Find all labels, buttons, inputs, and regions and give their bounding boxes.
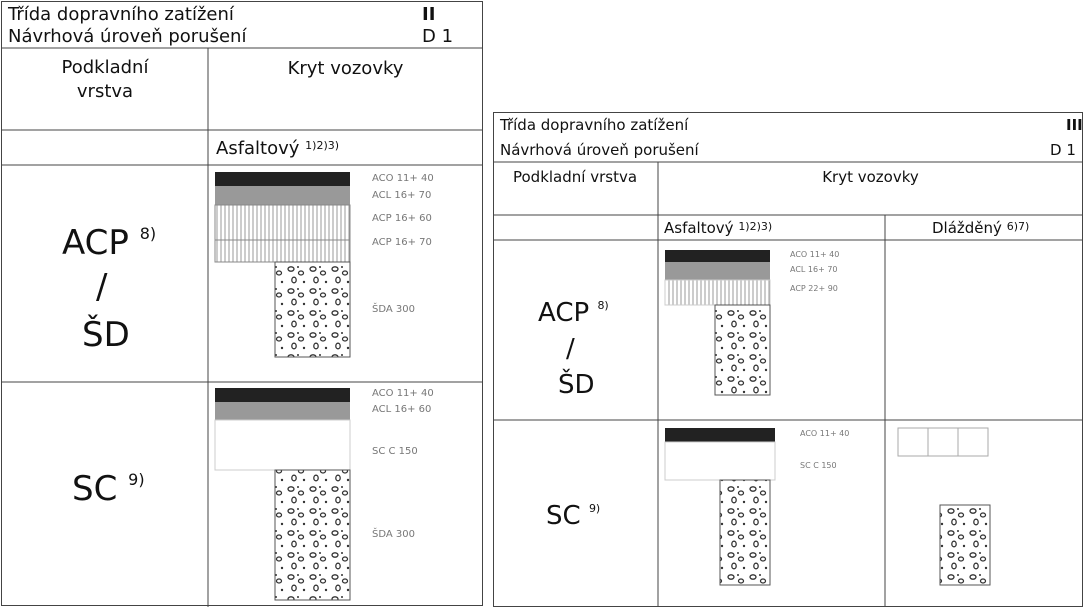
note: 8) (597, 299, 609, 312)
level-label: Návrhová úroveň porušení (8, 26, 247, 47)
layer-label: ACO 11+ 40 (372, 173, 434, 184)
base-name: SC (546, 501, 581, 531)
layer-label: ACO 11+ 40 (790, 250, 840, 259)
class-label: Třída dopravního zatížení (500, 116, 689, 134)
right-grid (493, 112, 1083, 607)
col-header: Kryt vozovky (287, 58, 404, 79)
note: 1)2)3) (738, 220, 773, 233)
layer-label: ŠDA 300 (372, 529, 415, 540)
surface: Dlážděný 6)7) (932, 221, 1029, 236)
class-label: Třída dopravního zatížení (8, 4, 234, 25)
slash: / (566, 334, 575, 364)
level-value: D 1 (1050, 141, 1076, 159)
note: 6)7) (1006, 220, 1030, 233)
base-name: ACP (62, 223, 129, 263)
surface-name: Dlážděný (932, 219, 1002, 237)
col-header: Podkladní vrstva (61, 57, 149, 102)
layer-label: ACO 11+ 40 (372, 388, 434, 399)
layer-label: ŠDA 300 (372, 304, 415, 315)
note: 9) (588, 502, 601, 515)
note: 8) (139, 224, 157, 243)
col-header: Kryt vozovky (822, 168, 919, 186)
surface: Asfaltový 1)2)3) (664, 221, 772, 236)
layer-label: ACL 16+ 70 (790, 265, 838, 274)
layer-diagram (214, 172, 991, 601)
layer-label: ACP 16+ 60 (372, 213, 432, 224)
layer-label: ACP 22+ 90 (790, 284, 838, 293)
layer-label: SC C 150 (372, 446, 418, 457)
left-grid (1, 1, 483, 607)
base-name: ŠD (558, 370, 595, 400)
layer-label: ACP 16+ 70 (372, 237, 432, 248)
base-name: ACP (538, 298, 590, 328)
base-name: ŠD (82, 315, 130, 355)
base: SC 9) (72, 469, 145, 509)
note: 9) (128, 470, 145, 489)
base: ACP 8) (62, 223, 157, 263)
class-value: III (1066, 116, 1083, 134)
layer-label: ACO 11+ 40 (800, 429, 850, 438)
layer-label: SC C 150 (800, 461, 837, 470)
base: SC 9) (546, 503, 600, 529)
layer-label: ACL 16+ 70 (372, 190, 432, 201)
surface: Asfaltový 1)2)3) (216, 140, 339, 158)
layer-label: ACL 16+ 60 (372, 404, 432, 415)
base-name: SC (72, 469, 118, 509)
level-value: D 1 (422, 26, 454, 47)
col-header: Podkladní vrstva (512, 168, 638, 186)
base: ACP 8) (538, 300, 609, 326)
note: 1)2)3) (305, 139, 340, 152)
surface-name: Asfaltový (664, 219, 734, 237)
class-value: II (422, 4, 436, 25)
surface-name: Asfaltový (216, 138, 300, 159)
level-label: Návrhová úroveň porušení (500, 141, 699, 159)
slash: / (96, 267, 108, 307)
